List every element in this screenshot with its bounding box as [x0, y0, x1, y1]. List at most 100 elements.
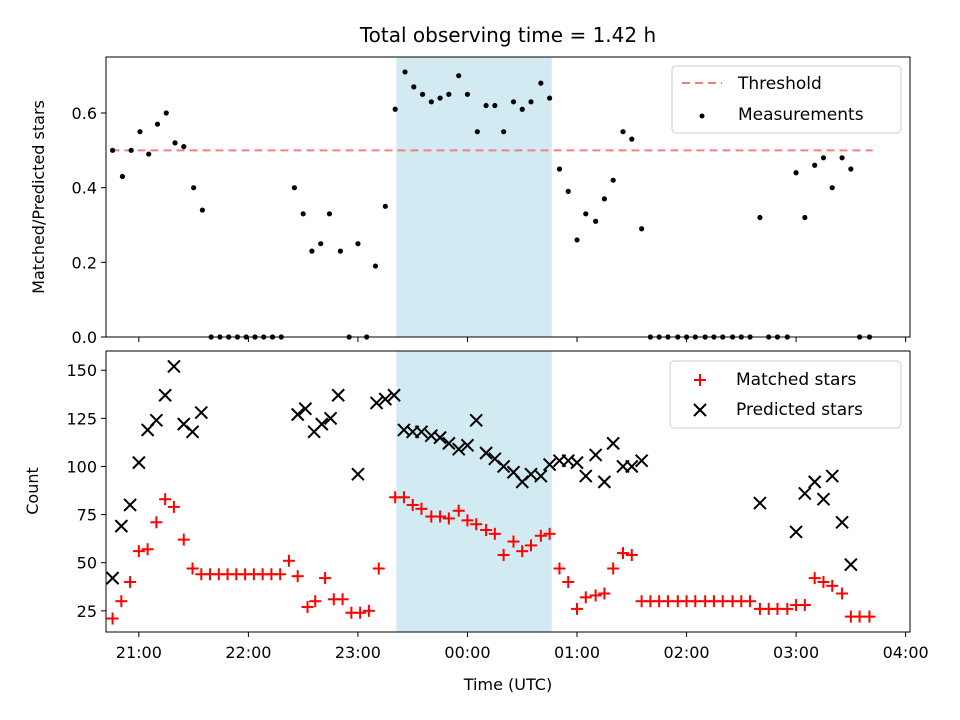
matched-star-point: [442, 512, 455, 525]
measurement-point: [565, 188, 571, 194]
predicted-star-point: [351, 467, 365, 481]
bottom-highlight-band: [396, 351, 552, 632]
matched-star-point: [553, 562, 566, 575]
measurement-point: [820, 155, 827, 161]
measurement-point: [510, 99, 517, 105]
matched-star-point: [497, 549, 510, 562]
measurement-point: [392, 106, 398, 112]
matched-star-point: [863, 610, 876, 623]
measurement-point: [583, 211, 589, 217]
matched-star-point: [397, 491, 410, 504]
matched-star-point: [354, 606, 367, 619]
measurement-point: [839, 155, 845, 161]
measurement-point: [556, 166, 563, 172]
measurement-point: [829, 185, 835, 191]
predicted-star-point: [433, 430, 447, 445]
bottom-x-ticks: 21:00 22:00 23:00 00:00 01:00 02:00 03:00 04:00: [116, 632, 929, 662]
predicted-star-point: [606, 436, 620, 451]
bottom-legend-box: [669, 360, 902, 429]
measurement-point: [492, 102, 498, 109]
legend-measurements-label: Measurements: [738, 105, 864, 125]
predicted-star-point: [414, 425, 429, 439]
matched-star-point: [372, 562, 385, 575]
matched-star-point: [177, 533, 190, 546]
measurement-point: [382, 203, 388, 209]
measurement-point: [802, 214, 808, 221]
legend-predicted-label: Predicted stars: [736, 400, 863, 420]
measurement-point: [639, 226, 645, 232]
predicted-star-point: [534, 469, 548, 483]
measurement-point: [172, 140, 178, 146]
predicted-star-point: [825, 469, 839, 483]
measurement-point: [372, 263, 379, 269]
predicted-star-point: [331, 388, 345, 402]
matched-star-point: [309, 595, 322, 608]
y-tick-label: 75: [77, 506, 97, 525]
measurement-point: [199, 207, 205, 213]
matched-star-point: [562, 575, 575, 588]
matched-star-point: [579, 591, 592, 604]
predicted-star-point: [194, 405, 209, 420]
predicted-star-point: [132, 455, 146, 470]
matched-star-point: [132, 545, 145, 558]
bottom-legend: Matched stars Predicted stars: [669, 360, 902, 429]
predicted-star-point: [542, 457, 557, 472]
top-panel-frame: [105, 56, 911, 338]
x-tick-label: 01:00: [554, 643, 600, 662]
measurement-point: [528, 99, 534, 105]
top-y-ticks: 0.0 0.2 0.4 0.6: [72, 104, 106, 347]
measurement-point: [191, 185, 197, 191]
matched-star-point: [434, 510, 447, 523]
matched-star-point: [406, 498, 419, 511]
predicted-star-point: [290, 407, 305, 422]
matched-star-point: [115, 595, 128, 608]
predicted-star-point: [570, 455, 584, 470]
matched-star-point: [336, 593, 349, 606]
measurement-point: [163, 110, 169, 116]
predicted-star-point: [167, 359, 181, 374]
matched-star-point: [571, 602, 584, 615]
measurement-point: [437, 95, 443, 101]
matched-star-point: [141, 543, 154, 556]
matched-star-point: [167, 500, 180, 513]
matched-star-point: [282, 554, 295, 567]
predicted-star-point: [369, 396, 384, 410]
matched-star-point: [488, 527, 501, 540]
measurement-point: [128, 147, 134, 153]
matched-star-point: [415, 502, 428, 515]
matched-star-point: [124, 575, 137, 588]
matched-star-point: [798, 599, 811, 612]
count-points: [105, 359, 876, 625]
predicted-star-point: [835, 515, 849, 530]
legend-matched-label: Matched stars: [736, 370, 856, 390]
y-tick-label: 150: [66, 361, 97, 380]
matched-star-point: [106, 612, 119, 625]
measurement-point: [601, 196, 607, 202]
measurement-point: [574, 237, 580, 243]
predicted-star-point: [460, 438, 475, 453]
measurement-point: [146, 151, 152, 157]
predicted-star-point: [479, 446, 493, 460]
top-legend-box: [671, 65, 902, 134]
measurement-point: [538, 80, 544, 86]
measurement-point: [456, 73, 462, 79]
measurement-point: [793, 170, 799, 176]
measurement-point: [428, 99, 434, 105]
predicted-star-point: [323, 411, 338, 426]
legend-predicted-swatch: [693, 403, 707, 417]
matched-star-point: [826, 579, 839, 592]
matched-star-point: [274, 568, 287, 581]
predicted-star-point: [105, 571, 120, 585]
predicted-star-point: [634, 453, 649, 468]
matched-star-point: [836, 587, 849, 600]
matched-star-point: [301, 600, 314, 613]
predicted-star-point: [185, 425, 200, 439]
matched-star-point: [817, 575, 830, 588]
predicted-star-point: [807, 475, 822, 489]
predicted-star-point: [844, 557, 858, 572]
x-tick-label: 22:00: [225, 643, 271, 662]
x-tick-label: 02:00: [663, 643, 709, 662]
measurement-point: [519, 106, 525, 112]
measurement-point: [610, 177, 616, 183]
